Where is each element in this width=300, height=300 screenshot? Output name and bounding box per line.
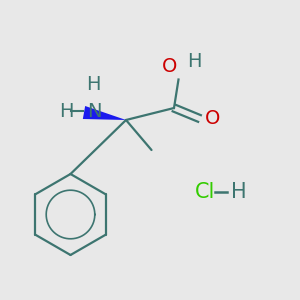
Text: H: H (231, 182, 247, 202)
Text: Cl: Cl (195, 182, 215, 202)
Text: H: H (86, 75, 100, 94)
Text: N: N (88, 102, 102, 121)
Text: O: O (205, 109, 220, 128)
Text: O: O (162, 57, 177, 76)
Text: H: H (187, 52, 201, 71)
Polygon shape (83, 106, 126, 120)
Text: H: H (59, 102, 74, 121)
